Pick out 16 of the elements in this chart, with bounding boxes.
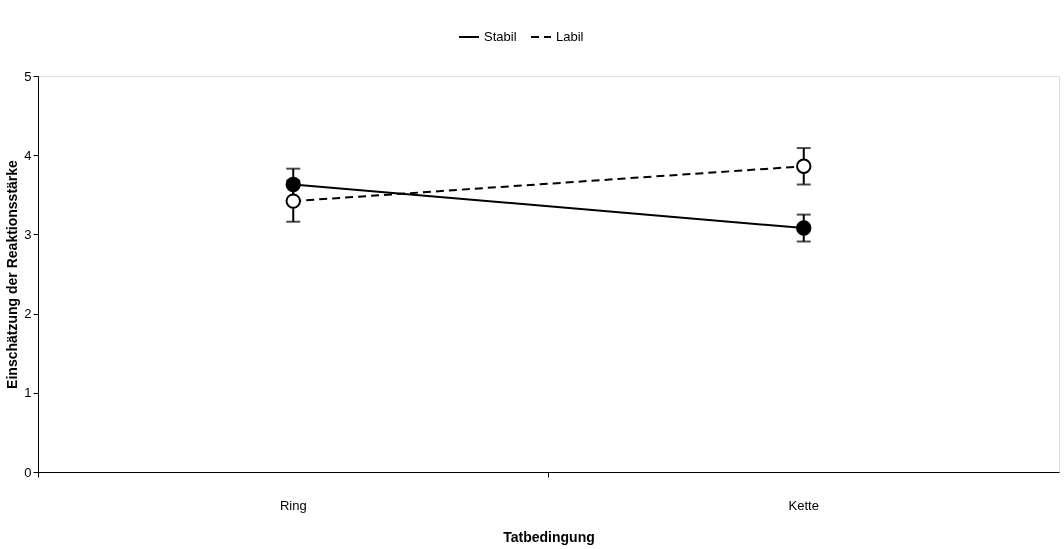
y-tick-label: 1 <box>24 385 32 401</box>
legend-label: Labil <box>556 29 584 44</box>
point <box>285 193 301 209</box>
point <box>285 176 301 193</box>
y-tick-label: 3 <box>24 226 32 242</box>
point <box>796 158 812 174</box>
y-axis-title: Einschätzung der Reaktionsstärke <box>4 159 21 389</box>
y-tick-label: 5 <box>24 68 32 84</box>
x-tick-label: Kette <box>788 497 819 513</box>
y-tick-label: 2 <box>24 306 32 322</box>
legend-label: Stabil <box>484 29 517 44</box>
y-tick-label: 4 <box>24 147 32 163</box>
x-tick-label: Ring <box>279 497 307 513</box>
y-tick-label: 0 <box>24 464 32 480</box>
x-axis-title: Tatbedingung <box>503 528 595 545</box>
point <box>796 220 812 236</box>
